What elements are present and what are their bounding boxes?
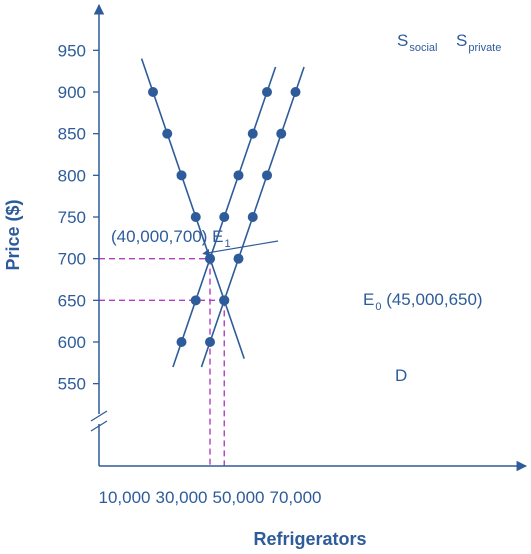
data-point-S-social xyxy=(262,87,272,97)
data-point-S-social xyxy=(176,336,187,347)
y-tick-label: 800 xyxy=(58,166,86,185)
axis-break-mark-upper xyxy=(90,410,108,422)
data-point-D xyxy=(190,211,201,222)
y-tick-label: 900 xyxy=(58,83,86,102)
annotation-e0: E0 (45,000,650) xyxy=(363,290,483,313)
axis-break-gap xyxy=(95,414,103,424)
data-point-D xyxy=(162,128,173,139)
axis-break-mark-lower xyxy=(90,420,108,432)
x-axis-title: Refrigerators xyxy=(253,529,366,549)
series-label-S-private: Sprivate xyxy=(456,31,501,54)
data-point-S-social xyxy=(219,211,230,222)
x-tick-label: 10,000 xyxy=(99,488,151,507)
data-point-D xyxy=(176,170,187,181)
data-point-S-private xyxy=(205,336,215,347)
y-tick-label: 550 xyxy=(58,375,86,394)
axes: 550 600 650 700 750 800 850 900 950 10,000 30,000 5… xyxy=(3,3,528,549)
x-tick-label: 50,000 xyxy=(213,488,265,507)
data-point-S-social xyxy=(205,253,215,264)
y-tick-label: 750 xyxy=(58,208,86,227)
y-tick-label: 950 xyxy=(58,41,86,60)
series-label-S-social: Ssocial xyxy=(397,31,437,54)
y-tick-label: 700 xyxy=(58,250,86,269)
data-point-S-social xyxy=(233,170,244,181)
annotation-e1: (40,000,700) E1 xyxy=(111,227,231,250)
reference-lines xyxy=(99,257,225,466)
y-tick-label: 650 xyxy=(58,291,86,310)
y-tick-label: 850 xyxy=(58,125,86,144)
series xyxy=(140,58,305,368)
data-point-S-private xyxy=(247,211,258,222)
annotation-e1-pointer xyxy=(202,240,279,257)
data-point-S-private xyxy=(290,87,301,97)
data-point-S-private xyxy=(219,295,230,306)
labels: D Ssocial Sprivate (40,000,700) E1 E0 (45,00… xyxy=(111,31,501,385)
x-tick-label: 70,000 xyxy=(270,488,322,507)
data-point-S-private xyxy=(233,253,244,264)
y-tick-label: 600 xyxy=(58,333,86,352)
data-point-S-private xyxy=(276,128,287,139)
data-point-S-private xyxy=(262,170,272,181)
x-tick-label: 30,000 xyxy=(156,488,208,507)
series-label-D: D xyxy=(395,366,407,385)
data-point-S-social xyxy=(190,295,201,306)
data-point-D xyxy=(148,87,158,97)
series-line-D xyxy=(140,58,245,359)
y-axis-title: Price ($) xyxy=(3,199,23,270)
data-point-S-social xyxy=(247,128,258,139)
